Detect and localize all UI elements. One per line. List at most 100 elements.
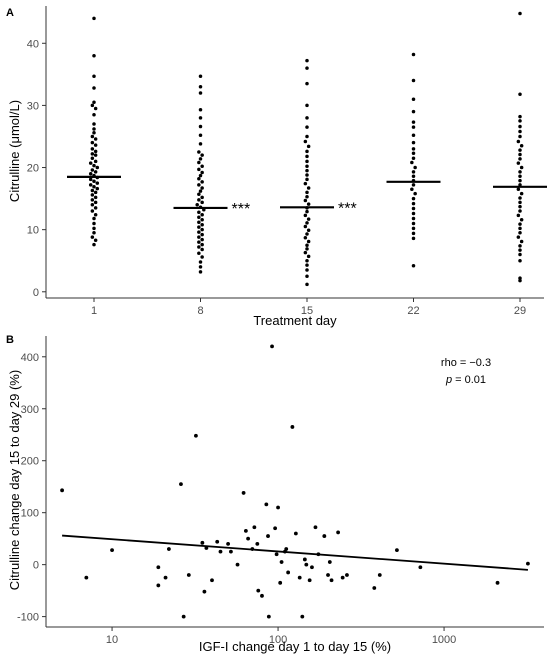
panel-b-point <box>278 580 283 585</box>
panel-b-p-rest: = 0.01 <box>452 374 486 386</box>
panel-a-significance-label: *** <box>232 201 251 218</box>
panel-b-point <box>266 534 270 538</box>
panel-a-dot <box>90 156 95 160</box>
panel-a-dot <box>93 149 98 154</box>
panel-b-point <box>264 502 269 507</box>
panel-a-x-tick-label: 8 <box>197 305 203 317</box>
panel-a-dot <box>93 159 98 164</box>
panel-a-dot <box>90 103 95 108</box>
panel-a-dot <box>200 153 204 157</box>
panel-a-dot <box>92 100 96 105</box>
panel-a-dot <box>303 181 308 186</box>
panel-a-dot <box>92 122 96 126</box>
panel-b-point <box>377 573 382 577</box>
panel-b-point <box>327 560 332 564</box>
panel-a-dot <box>93 195 98 200</box>
panel-a-dot <box>516 213 521 218</box>
panel-a-dot <box>90 134 95 139</box>
panel-a-dot <box>411 109 416 114</box>
panel-b-point <box>255 541 260 546</box>
panel-a-x-axis-title: Treatment day <box>253 313 337 328</box>
panel-b-point <box>229 549 233 554</box>
panel-a-dot <box>303 235 308 240</box>
panel-a-dot <box>197 245 201 249</box>
panel-a-dot <box>197 240 201 244</box>
panel-b-point <box>297 575 302 580</box>
panel-b-y-ticks: -100 0 100 200 300 400 <box>17 352 46 624</box>
panel-b-point <box>60 488 64 493</box>
panel-a-dot <box>411 170 416 174</box>
panel-b-point <box>179 482 183 486</box>
panel-b-point <box>322 534 327 538</box>
panel-a-dot <box>306 144 311 149</box>
panel-b-x-tick-label: 1000 <box>432 634 456 646</box>
panel-a-dot <box>518 152 522 157</box>
panel-b-point <box>290 425 295 429</box>
panel-a-dot <box>95 181 100 185</box>
panel-a-dot <box>305 154 309 159</box>
panel-b-point <box>372 586 377 590</box>
panel-a-dot <box>518 148 522 152</box>
panel-a-dot <box>200 164 204 169</box>
panel-a-dot <box>92 179 96 183</box>
panel-b-point <box>156 565 161 570</box>
panel-a-dot <box>88 161 93 165</box>
panel-a-dot <box>197 176 201 181</box>
panel-a-dot <box>411 174 416 178</box>
panel-a-dot <box>90 140 95 145</box>
panel-a-dot <box>411 226 416 231</box>
panel-b-point <box>110 548 114 552</box>
panel-b-point <box>326 573 330 577</box>
panel-b-regression-line <box>62 534 528 571</box>
panel-a-dot <box>518 124 522 129</box>
panel-a-dot <box>411 196 416 201</box>
panel-a-x-tick-label: 22 <box>407 305 419 317</box>
panel-a-dot <box>88 183 93 187</box>
panel-a-dot <box>305 103 309 108</box>
panel-a-dot <box>92 163 96 168</box>
panel-b-point <box>284 547 289 551</box>
panel-a-dot <box>200 186 204 190</box>
panel-a-y-tick-label: 0 <box>33 287 39 299</box>
panel-a-dot <box>411 211 416 216</box>
panel-a-dot <box>516 187 521 192</box>
panel-a-dot <box>410 187 414 192</box>
panel-b-point <box>310 565 314 570</box>
panel-a-dot <box>518 119 522 123</box>
panel-a-y-tick-label: 30 <box>27 100 39 112</box>
panel-b-point <box>345 573 349 577</box>
panel-a-dot <box>90 188 95 193</box>
panel-a-dot <box>306 254 311 259</box>
panel-a-y-tick-label: 20 <box>27 163 39 175</box>
panel-a-dot <box>90 198 95 202</box>
panel-b-point <box>270 344 274 349</box>
panel-a-dot <box>518 92 522 96</box>
panel-a-dot <box>303 139 308 144</box>
panel-a-dot <box>88 171 93 176</box>
panel-a-dot <box>411 151 416 155</box>
panel-b-point <box>495 580 500 585</box>
panel-a-dot <box>200 217 204 222</box>
panel-a-dot <box>306 217 311 221</box>
panel-a-dot <box>197 251 201 256</box>
panel-a-dot <box>197 210 201 215</box>
panel-a-y-tick-label: 40 <box>27 38 39 50</box>
panel-a-dot <box>518 204 522 209</box>
panel-a-dot <box>518 244 522 248</box>
panel-a-dot <box>93 238 98 242</box>
panel-b-point <box>300 614 305 619</box>
panel-a-dot <box>303 250 308 255</box>
panel-b-point <box>279 560 284 564</box>
panel-b-point <box>181 614 186 619</box>
panel-a-dot <box>516 161 521 165</box>
panel-a-dot <box>200 237 204 242</box>
panel-a-dot <box>90 203 95 207</box>
panel-b-point <box>156 583 161 588</box>
panel-a-dot <box>200 242 204 247</box>
panel-b-point <box>273 526 278 531</box>
panel-a-dot <box>198 173 203 178</box>
panel-b-x-ticks: 10 100 1000 <box>106 627 456 646</box>
panel-a-dot <box>93 106 98 111</box>
panel-a-dot <box>305 274 309 279</box>
